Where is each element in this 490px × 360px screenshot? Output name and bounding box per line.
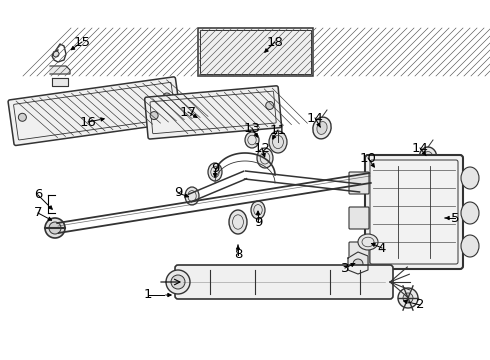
Ellipse shape xyxy=(313,117,331,139)
Circle shape xyxy=(403,293,413,303)
Text: 10: 10 xyxy=(360,152,376,165)
Text: 11: 11 xyxy=(270,123,287,136)
Bar xyxy=(198,28,313,76)
Text: 12: 12 xyxy=(253,141,270,154)
Ellipse shape xyxy=(260,152,270,164)
Polygon shape xyxy=(52,78,68,86)
Polygon shape xyxy=(50,66,70,74)
Text: 9: 9 xyxy=(254,216,262,229)
Text: 13: 13 xyxy=(244,122,261,135)
Text: 7: 7 xyxy=(34,207,42,220)
Bar xyxy=(200,30,311,74)
Text: 14: 14 xyxy=(307,112,323,125)
Text: 17: 17 xyxy=(179,105,196,118)
Ellipse shape xyxy=(245,132,259,148)
Circle shape xyxy=(163,93,171,101)
Circle shape xyxy=(371,164,379,172)
Text: 1: 1 xyxy=(144,288,152,302)
Ellipse shape xyxy=(211,167,219,177)
Circle shape xyxy=(367,160,383,176)
Ellipse shape xyxy=(362,237,374,247)
Circle shape xyxy=(398,288,418,308)
Text: 15: 15 xyxy=(74,36,91,49)
Circle shape xyxy=(53,51,59,57)
Circle shape xyxy=(49,222,61,234)
Text: 8: 8 xyxy=(234,248,242,261)
Ellipse shape xyxy=(461,235,479,257)
Polygon shape xyxy=(348,252,368,274)
Ellipse shape xyxy=(461,202,479,224)
Circle shape xyxy=(150,112,158,120)
Ellipse shape xyxy=(269,131,287,153)
Text: 14: 14 xyxy=(412,141,428,154)
Text: 6: 6 xyxy=(34,189,42,202)
Circle shape xyxy=(171,275,185,289)
Ellipse shape xyxy=(317,122,327,134)
FancyBboxPatch shape xyxy=(8,77,181,145)
Text: 9: 9 xyxy=(211,162,219,175)
Ellipse shape xyxy=(423,152,433,165)
Circle shape xyxy=(45,218,65,238)
FancyBboxPatch shape xyxy=(365,155,463,269)
Text: 5: 5 xyxy=(451,211,459,225)
Ellipse shape xyxy=(185,187,199,205)
Ellipse shape xyxy=(229,210,247,234)
FancyBboxPatch shape xyxy=(175,265,393,299)
Ellipse shape xyxy=(254,204,262,215)
FancyBboxPatch shape xyxy=(145,86,282,139)
Ellipse shape xyxy=(257,148,273,168)
Ellipse shape xyxy=(208,163,222,181)
Ellipse shape xyxy=(248,135,256,145)
Ellipse shape xyxy=(233,215,244,229)
FancyBboxPatch shape xyxy=(349,207,369,229)
Circle shape xyxy=(266,102,274,109)
FancyBboxPatch shape xyxy=(349,172,369,194)
Text: 2: 2 xyxy=(416,298,424,311)
Ellipse shape xyxy=(461,167,479,189)
Circle shape xyxy=(166,270,190,294)
FancyBboxPatch shape xyxy=(349,242,369,264)
Ellipse shape xyxy=(272,135,283,149)
Text: 16: 16 xyxy=(79,116,97,129)
Text: 4: 4 xyxy=(378,242,386,255)
Circle shape xyxy=(353,259,363,269)
Ellipse shape xyxy=(251,201,265,219)
Ellipse shape xyxy=(419,147,437,169)
Text: 18: 18 xyxy=(267,36,283,49)
Text: 3: 3 xyxy=(341,261,349,274)
Ellipse shape xyxy=(188,190,196,201)
Ellipse shape xyxy=(358,234,378,250)
Circle shape xyxy=(18,113,26,121)
Text: 9: 9 xyxy=(174,186,182,199)
